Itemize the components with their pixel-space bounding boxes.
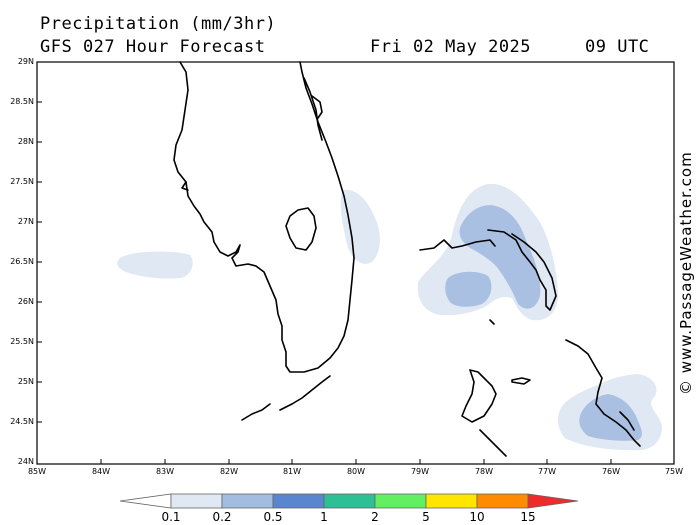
lat-label: 27.5N	[10, 177, 34, 186]
legend-label: 15	[520, 510, 536, 524]
lat-label: 24.5N	[10, 417, 34, 426]
lon-label: 83W	[155, 467, 175, 476]
lat-label: 25N	[17, 377, 34, 386]
lake-okeechobee	[285, 207, 317, 251]
lon-label: 79W	[410, 467, 430, 476]
legend-swatch	[425, 493, 478, 509]
legend-swatch	[272, 493, 325, 509]
lat-label: 24N	[17, 457, 34, 466]
tampa-bay	[181, 181, 189, 191]
eleuthera	[565, 339, 641, 447]
lon-label: 76W	[601, 467, 621, 476]
precip-light-gulf	[117, 251, 193, 279]
lon-label: 84W	[91, 467, 111, 476]
legend-swatch	[119, 493, 172, 509]
legend-swatch	[323, 493, 376, 509]
lon-label: 78W	[474, 467, 494, 476]
legend-swatch	[221, 493, 274, 509]
precip-medium-bahamas-w	[445, 271, 492, 307]
lat-label: 27N	[17, 217, 34, 226]
lon-label: 85W	[27, 467, 47, 476]
legend-label: 0.1	[161, 510, 181, 524]
lat-label: 28N	[17, 137, 34, 146]
lat-label: 26.5N	[10, 257, 34, 266]
legend-swatch	[170, 493, 223, 509]
cat-island	[619, 411, 635, 431]
florida-coast-inlet2	[311, 95, 323, 119]
berry-islands	[511, 377, 531, 385]
precip-medium-bahamas-s	[579, 394, 642, 441]
coastlines	[173, 61, 641, 457]
legend-label: 2	[371, 510, 379, 524]
florida-keys	[241, 375, 331, 421]
lon-label: 75W	[664, 467, 684, 476]
grand-bahama	[419, 239, 496, 251]
forecast-date: Fri 02 May 2025	[370, 37, 532, 57]
precip-medium-bahamas-n	[459, 205, 541, 309]
forecast-time: 09 UTC	[585, 37, 650, 57]
lat-label: 29N	[17, 57, 34, 66]
small-cay	[489, 319, 495, 325]
lon-label: 82W	[219, 467, 239, 476]
legend-label: 5	[422, 510, 430, 524]
florida-coastline	[173, 61, 355, 373]
lat-label: 28.5N	[10, 97, 34, 106]
legend-label: 1	[320, 510, 328, 524]
legend-label: 0.2	[212, 510, 232, 524]
lat-label: 26N	[17, 297, 34, 306]
precip-light-coast	[340, 189, 380, 264]
lon-label: 81W	[282, 467, 302, 476]
legend-swatch	[527, 493, 579, 509]
legend-label: 0.5	[263, 510, 283, 524]
abaco	[487, 229, 557, 311]
legend-swatches	[119, 493, 579, 509]
legend-label: 10	[469, 510, 485, 524]
andros	[461, 369, 497, 423]
lat-ticks	[37, 101, 42, 423]
legend-swatch	[476, 493, 529, 509]
exuma-chain	[479, 429, 507, 457]
forecast-subtitle: GFS 027 Hour Forecast	[40, 37, 266, 57]
lon-ticks	[100, 459, 612, 464]
florida-coast-inlet	[303, 77, 323, 141]
precip-areas	[117, 183, 662, 451]
lon-label: 80W	[346, 467, 366, 476]
lon-label: 77W	[537, 467, 557, 476]
map-title: Precipitation (mm/3hr)	[40, 14, 277, 34]
legend-swatch	[374, 493, 427, 509]
lat-label: 25.5N	[10, 337, 34, 346]
